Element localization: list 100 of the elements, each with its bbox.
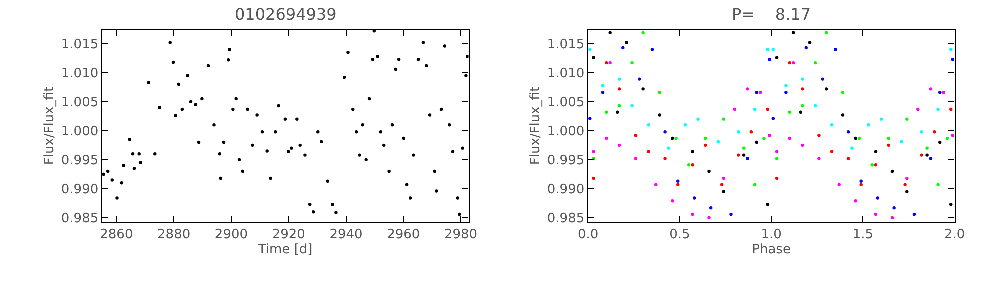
point: [801, 88, 804, 91]
point: [704, 144, 708, 148]
x-tick-label: 1.0: [761, 228, 782, 243]
point: [766, 48, 770, 52]
point: [592, 150, 596, 154]
point: [671, 136, 674, 140]
point: [696, 118, 700, 121]
point: [870, 164, 874, 167]
point: [766, 108, 770, 112]
point: [704, 136, 708, 140]
point: [762, 136, 766, 140]
x-tick-label: 2900: [214, 228, 248, 243]
point: [630, 61, 634, 65]
point: [667, 146, 671, 150]
point: [906, 118, 909, 121]
y-tick-label: 1.010: [61, 66, 99, 82]
point: [867, 124, 870, 127]
point: [605, 110, 608, 114]
point: [722, 190, 726, 194]
point: [814, 104, 818, 108]
y-tick-label: 1.005: [547, 95, 585, 110]
point: [630, 104, 634, 108]
point: [605, 136, 608, 140]
point: [638, 78, 642, 81]
y-tick-label: 1.015: [61, 37, 99, 52]
point: [933, 130, 936, 134]
point: [784, 84, 788, 88]
point: [601, 91, 605, 94]
point: [618, 144, 622, 148]
point: [708, 170, 711, 174]
point: [658, 91, 662, 94]
x-tick-label: 2920: [272, 228, 306, 243]
point: [730, 212, 733, 216]
point: [824, 31, 828, 34]
point: [906, 190, 909, 194]
point: [625, 41, 628, 44]
point: [920, 154, 924, 157]
point: [808, 41, 812, 44]
point: [605, 61, 608, 65]
y-tick-label: 1.000: [61, 124, 99, 140]
x-tick-label: 2860: [100, 228, 134, 243]
point: [634, 134, 638, 138]
point: [818, 134, 821, 138]
point: [618, 88, 622, 91]
point: [691, 150, 694, 154]
x-tick-label: 2960: [387, 228, 420, 243]
point: [801, 144, 804, 148]
point: [942, 91, 946, 94]
point: [834, 48, 838, 52]
point: [801, 78, 804, 81]
y-tick-label: 0.985: [547, 211, 585, 226]
point: [887, 144, 890, 148]
point: [804, 46, 808, 50]
point: [671, 200, 674, 203]
point: [736, 130, 740, 134]
point: [814, 61, 818, 65]
point: [874, 164, 878, 167]
point: [772, 48, 775, 52]
x-tick-label: 0.0: [578, 228, 599, 243]
point: [634, 157, 638, 160]
point: [691, 164, 694, 167]
point: [860, 180, 863, 183]
point: [929, 88, 933, 91]
point: [900, 140, 904, 144]
point: [904, 183, 907, 186]
x-tick-label: 2.0: [944, 228, 966, 243]
point: [768, 134, 772, 138]
point: [876, 196, 880, 200]
point: [824, 88, 828, 91]
y-tick-label: 0.990: [547, 182, 585, 198]
x-tick-label: 2880: [158, 228, 191, 243]
point: [676, 180, 680, 183]
point: [841, 114, 845, 117]
point: [722, 118, 726, 121]
point: [746, 88, 750, 91]
point: [608, 61, 612, 65]
point: [936, 108, 940, 112]
point: [733, 108, 737, 112]
y-tick-label: 0.985: [61, 211, 99, 226]
y-tick-label: 1.000: [547, 124, 585, 140]
point: [880, 118, 884, 121]
point: [654, 183, 658, 186]
y-axis-title: Flux/Flux_fit: [528, 86, 544, 166]
x-tick-label: 1.5: [852, 228, 874, 243]
point: [854, 200, 858, 203]
point: [830, 124, 834, 127]
point: [588, 48, 592, 52]
point: [841, 91, 845, 94]
point: [936, 183, 940, 186]
point: [830, 150, 834, 154]
chart-title: P= 8.17: [732, 5, 812, 24]
point: [753, 108, 757, 112]
point: [920, 130, 924, 134]
x-axis-title: Time [d]: [257, 242, 313, 258]
point: [788, 136, 792, 140]
point: [775, 150, 779, 154]
point: [775, 56, 779, 60]
point: [710, 206, 713, 210]
point: [890, 216, 894, 220]
point: [792, 61, 796, 65]
